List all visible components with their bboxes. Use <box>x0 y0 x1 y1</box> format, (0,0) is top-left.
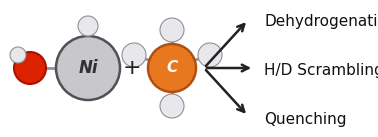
Text: C: C <box>166 61 178 75</box>
Text: +: + <box>123 58 141 78</box>
Circle shape <box>160 94 184 118</box>
Text: Quenching: Quenching <box>264 112 347 127</box>
Circle shape <box>78 16 98 36</box>
Circle shape <box>10 47 26 63</box>
Text: Ni: Ni <box>78 59 98 77</box>
Circle shape <box>122 43 146 67</box>
Text: Dehydrogenation: Dehydrogenation <box>264 14 378 29</box>
Circle shape <box>14 52 46 84</box>
Circle shape <box>198 43 222 67</box>
Circle shape <box>148 44 196 92</box>
Circle shape <box>160 18 184 42</box>
Text: H/D Scrambling: H/D Scrambling <box>264 63 378 78</box>
Circle shape <box>56 36 120 100</box>
